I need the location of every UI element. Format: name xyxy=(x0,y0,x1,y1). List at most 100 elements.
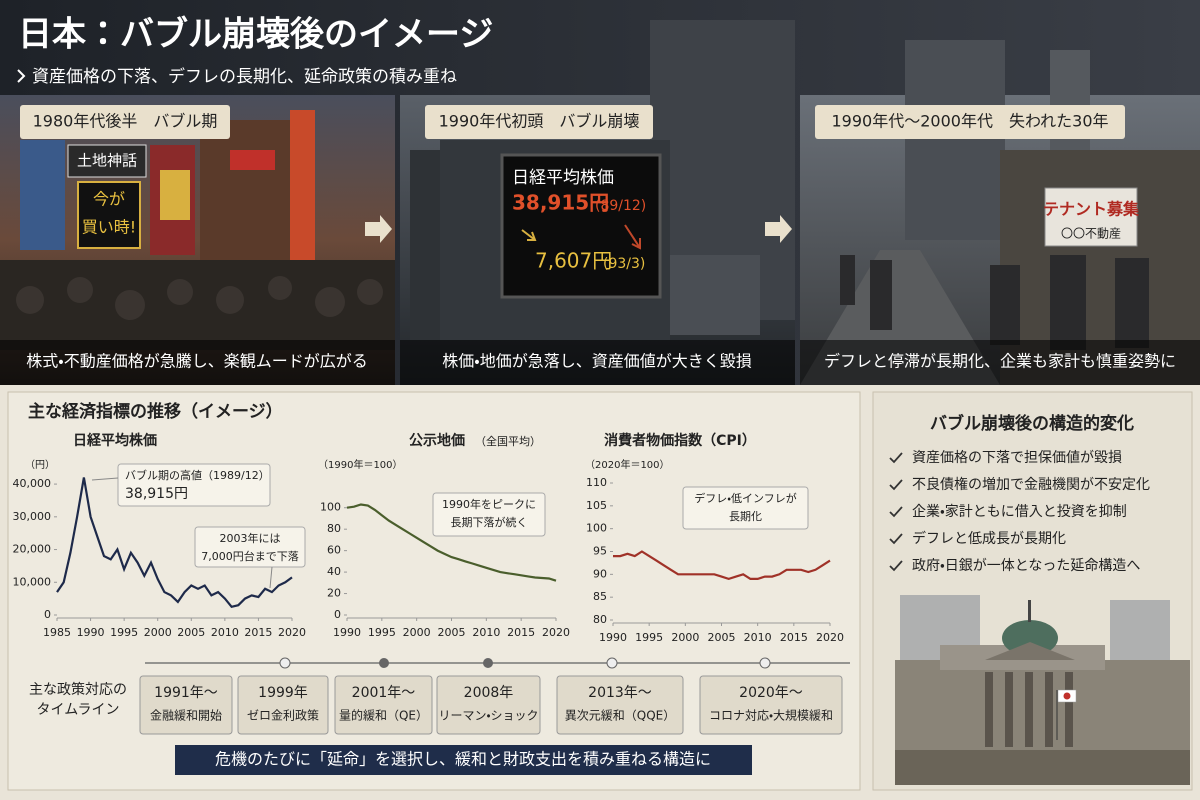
annotation-pointer xyxy=(269,566,273,589)
y-axis-label: （円） xyxy=(25,459,55,471)
timeline-year: 2020年〜 xyxy=(739,685,803,701)
x-tick-label: 2015 xyxy=(244,626,272,639)
x-tick-label: 1995 xyxy=(110,626,138,639)
subtitle: 資産価格の下落、デフレの長期化、延命政策の積み重ね xyxy=(32,66,457,87)
annotation-text: デフレ・低インフレが xyxy=(694,491,796,505)
timeline-year: 2013年〜 xyxy=(588,685,652,701)
x-tick-label: 2010 xyxy=(211,626,239,639)
y-axis-label: （2020年＝100） xyxy=(585,458,670,471)
annotation-pointer xyxy=(91,477,119,481)
chart-title: 日経平均株価 xyxy=(73,432,157,449)
x-tick-label: 2010 xyxy=(472,626,500,639)
check-icon xyxy=(889,452,903,464)
x-tick-label: 1990 xyxy=(77,626,105,639)
sign: 〇〇不動産 xyxy=(1061,227,1121,241)
panel-1 xyxy=(0,95,395,385)
y-tick-label: 60 xyxy=(327,544,341,557)
x-tick-label: 2020 xyxy=(542,626,570,639)
banner xyxy=(175,745,752,775)
board-title: 日経平均株価 xyxy=(512,168,614,188)
timeline-box xyxy=(334,675,433,735)
annotation-box xyxy=(432,492,546,537)
series-line xyxy=(613,550,831,581)
timeline-dots xyxy=(279,657,771,669)
y-axis-label: （1990年＝100） xyxy=(318,458,403,471)
check-icon xyxy=(889,533,903,545)
timeline-text: 量的緩和（QE） xyxy=(339,708,428,723)
panel-label: 1990年代初頭 バブル崩壊 xyxy=(439,112,640,131)
timeline-year: 2008年 xyxy=(464,685,514,701)
board-low-date: (93/3) xyxy=(603,256,645,272)
timeline-box xyxy=(556,675,684,735)
board-low: 7,607円 xyxy=(535,249,612,273)
panel-label: 1980年代後半 バブル期 xyxy=(33,112,218,131)
board-high: 38,915円 xyxy=(512,191,609,215)
annotation-text: 38,915円 xyxy=(125,486,188,502)
series-line xyxy=(346,503,557,582)
x-tick-label: 2020 xyxy=(278,626,306,639)
change-item: 政府・日銀が一体となった延命構造へ xyxy=(912,558,1140,574)
timeline-label: タイムライン xyxy=(36,702,119,718)
y-tick-label: 20 xyxy=(327,587,341,600)
annotation-box xyxy=(117,463,271,507)
check-icon xyxy=(889,479,903,491)
timeline-box xyxy=(237,675,329,735)
x-tick-label: 2015 xyxy=(780,631,808,644)
changes-title: バブル崩壊後の構造的変化 xyxy=(930,413,1134,434)
timeline-year: 1999年 xyxy=(258,685,308,701)
panel-caption: デフレと停滞が長期化、企業も家計も慎重姿勢に xyxy=(824,352,1176,371)
x-tick-label: 2005 xyxy=(438,626,466,639)
timeline-box xyxy=(436,675,541,735)
y-tick-label: 90 xyxy=(593,567,607,580)
annotation-box xyxy=(682,486,809,530)
x-tick-label: 2005 xyxy=(708,631,736,644)
change-item: 企業・家計ともに借入と投資を抑制 xyxy=(912,503,1127,520)
change-item: 不良債権の増加で金融機関が不安定化 xyxy=(912,476,1150,493)
annotation-text: バブル期の高値（1989/12） xyxy=(125,468,270,482)
timeline-year: 1991年〜 xyxy=(154,685,218,701)
timeline-box xyxy=(699,675,843,735)
board-high-date: (89/12) xyxy=(595,198,646,214)
annotation-box xyxy=(194,526,306,568)
y-tick-label: 40,000 xyxy=(13,477,52,490)
x-tick-label: 1995 xyxy=(635,631,663,644)
timeline-text: ゼロ金利政策 xyxy=(247,709,319,723)
timeline-box xyxy=(139,675,233,735)
arrow xyxy=(365,215,392,243)
annotation-text: 長期化 xyxy=(729,510,762,523)
panel-caption: 株価・地価が急落し、資産価値が大きく毀損 xyxy=(442,352,751,371)
x-tick-label: 2020 xyxy=(816,631,844,644)
y-tick-label: 80 xyxy=(327,522,341,535)
sign: 土地神話 xyxy=(77,152,137,170)
check-icon xyxy=(889,506,903,518)
panel-caption: 株式・不動産価格が急騰し、楽観ムードが広がる xyxy=(26,352,367,371)
annotation-text: 2003年には xyxy=(220,531,281,545)
timeline-year: 2001年〜 xyxy=(352,685,416,701)
chart-title: 公示地価 xyxy=(409,432,465,449)
chart-subtitle: （全国平均） xyxy=(475,434,541,448)
y-tick-label: 85 xyxy=(593,590,607,603)
x-tick-label: 1995 xyxy=(368,626,396,639)
annotation-text: 7,000円台まで下落 xyxy=(201,549,299,563)
bank-building xyxy=(895,595,1190,785)
arrow xyxy=(765,215,792,243)
subtitle-marker xyxy=(17,69,26,83)
y-tick-label: 100 xyxy=(320,501,341,514)
charts: 日経平均株価 （円） 0 10,000 20,000 30,000 40,000 1985 19… xyxy=(13,432,845,644)
panel-label: 1990年代〜2000年代 失われた30年 xyxy=(832,112,1109,131)
y-tick-label: 20,000 xyxy=(13,543,52,556)
changes-list: 資産価格の下落で担保価値が毀損不良債権の増加で金融機関が不安定化企業・家計ともに… xyxy=(889,450,1150,574)
banner-text: 危機のたびに「延命」を選択し、緩和と財政支出を積み重ねる構造に xyxy=(215,750,711,769)
y-tick-label: 95 xyxy=(593,545,607,558)
timeline-text: リーマン・ショック xyxy=(438,709,538,723)
y-tick-label: 30,000 xyxy=(13,510,52,523)
change-item: デフレと低成長が長期化 xyxy=(912,530,1066,547)
y-tick-label: 110 xyxy=(586,476,607,489)
x-tick-label: 2015 xyxy=(507,626,535,639)
annotation-text: 長期下落が続く xyxy=(451,515,528,529)
check-icon xyxy=(889,560,903,572)
sign: 買い時! xyxy=(82,218,136,237)
x-tick-label: 1985 xyxy=(43,626,71,639)
